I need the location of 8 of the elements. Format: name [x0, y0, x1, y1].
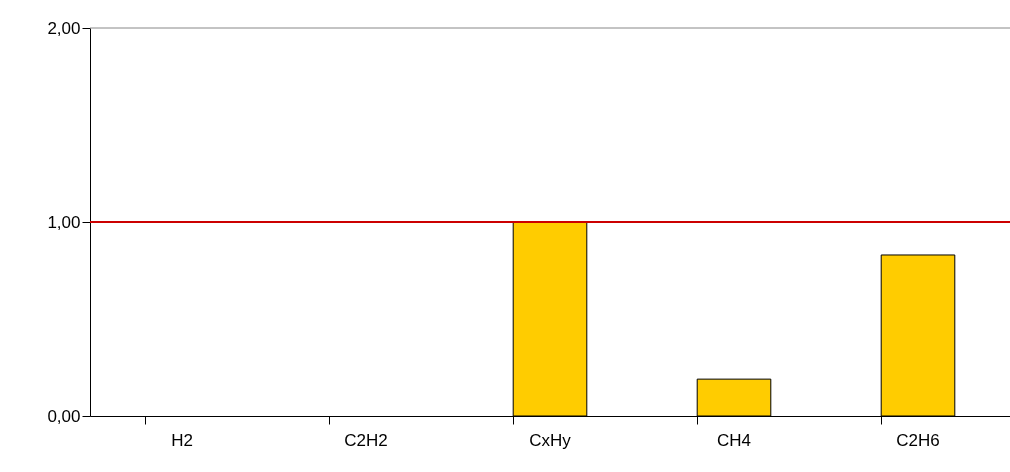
x-tick-label: CH4 — [716, 430, 752, 450]
y-tick-label: 1,00 — [47, 212, 81, 232]
x-tick-label: CxHy — [529, 430, 572, 450]
x-tick-label: C2H6 — [896, 430, 940, 450]
y-tick-label: 0,00 — [47, 406, 81, 426]
x-tick-label: H2 — [171, 430, 193, 450]
y-tick-label: 2,00 — [47, 18, 81, 38]
x-tick-label: C2H2 — [344, 430, 388, 450]
